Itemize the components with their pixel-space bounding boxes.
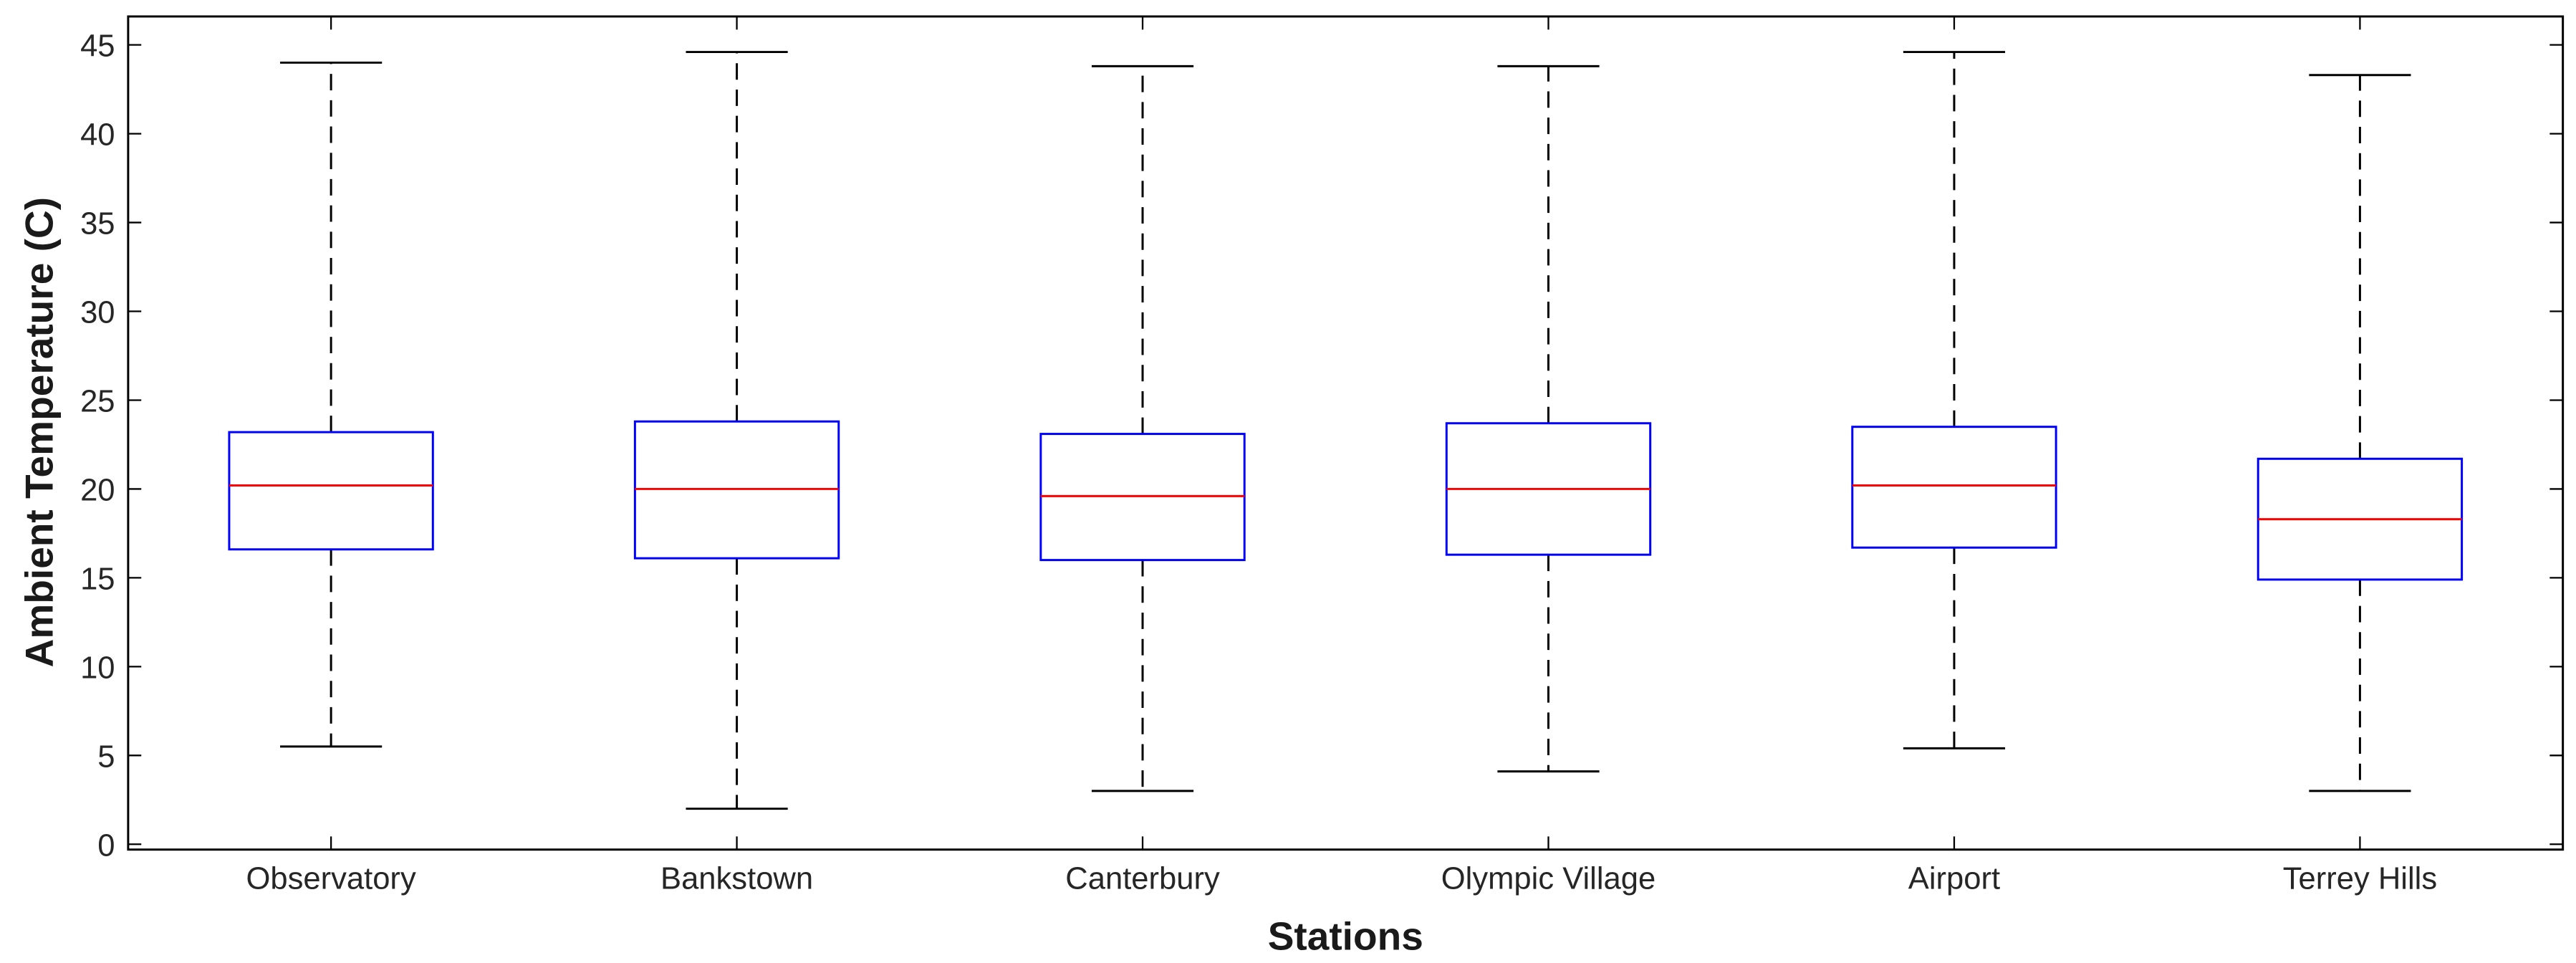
x-tick-label: Canterbury [1065,862,1220,896]
x-tick-label: Terrey Hills [2283,862,2437,896]
box [1851,426,2057,549]
y-tick-label: 45 [80,29,115,64]
y-tick-label: 20 [80,473,115,507]
x-axis-label: Stations [1268,914,1423,959]
x-tick-label: Airport [1908,862,2000,896]
y-tick-label: 25 [80,385,115,419]
box [228,431,434,551]
y-tick-label: 35 [80,207,115,241]
y-tick-label: 0 [97,828,115,863]
y-tick-label: 30 [80,296,115,330]
y-axis-label: Ambient Temperature (C) [16,197,61,667]
y-tick-label: 40 [80,118,115,153]
plot-frame [127,15,2565,851]
y-tick-label: 10 [80,651,115,685]
x-tick-label: Bankstown [660,862,813,896]
y-tick-label: 15 [80,562,115,596]
y-tick-label: 5 [97,739,115,774]
x-tick-label: Observatory [246,862,415,896]
x-tick-label: Olympic Village [1441,862,1655,896]
